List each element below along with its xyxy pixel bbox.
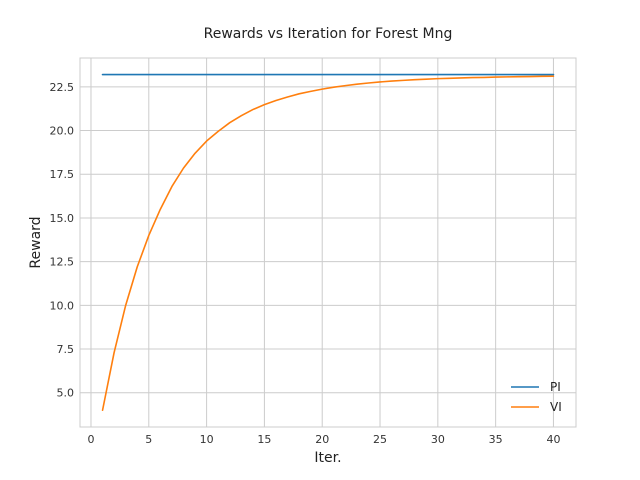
y-tick-label: 22.5 [50,81,75,94]
chart-title: Rewards vs Iteration for Forest Mng [204,26,453,42]
y-axis-title: Reward [28,216,44,268]
legend-label-vi: VI [550,400,562,414]
grid [80,58,576,427]
x-tick-label: 40 [546,433,560,446]
series-line-vi [101,75,555,412]
y-tick-label: 20.0 [50,125,75,138]
plot-frame [79,57,577,428]
y-tick-label: 10.0 [50,299,75,312]
legend: PI VI [511,380,562,414]
x-axis-title: Iter. [314,450,341,466]
x-tick-label: 35 [489,433,503,446]
x-tick-label: 10 [200,433,214,446]
y-tick-label: 7.5 [57,343,75,356]
x-tick-label: 5 [145,433,152,446]
y-tick-label: 12.5 [50,256,75,269]
x-tick-label: 30 [431,433,445,446]
y-tick-label: 17.5 [50,168,75,181]
legend-label-pi: PI [550,380,561,394]
x-tick-label: 15 [257,433,271,446]
x-tick-label: 25 [373,433,387,446]
x-tick-label: 20 [315,433,329,446]
y-tick-label: 15.0 [50,212,75,225]
tick-labels: 0 5 10 15 20 25 30 35 40 5.0 7.5 10.0 12.5 15.0 17.5 20… [50,81,561,446]
y-tick-label: 5.0 [57,387,75,400]
x-tick-label: 0 [87,433,94,446]
series [101,73,555,412]
